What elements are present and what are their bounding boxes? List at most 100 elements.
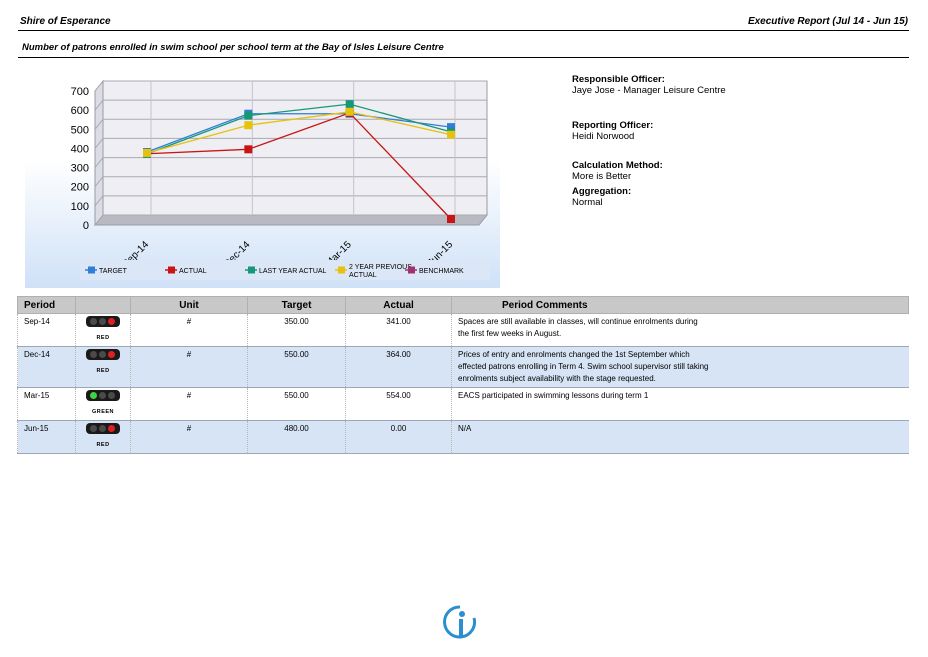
- data-point: [345, 100, 354, 109]
- table-header-row: Period Unit Target Actual Period Comment…: [17, 296, 909, 314]
- comments-cell: N/A: [451, 420, 909, 454]
- data-point: [143, 148, 151, 157]
- report-title: Executive Report (Jul 14 - Jun 15): [747, 16, 908, 27]
- traffic-light-icon: [86, 349, 120, 360]
- header-rule: [18, 30, 909, 31]
- col-target: Target: [247, 296, 346, 314]
- table-row: Dec-14 RED #550.00 364.00 Prices of entry an…: [17, 346, 909, 388]
- y-gridline-depth: [94, 80, 104, 92]
- y-tick-label: 500: [71, 124, 89, 136]
- data-point: [244, 145, 253, 154]
- y-tick-label: 0: [83, 220, 89, 232]
- legend-marker: [248, 266, 255, 274]
- data-point: [447, 215, 455, 223]
- y-tick-label: 100: [71, 201, 89, 213]
- period-cell: Dec-14: [17, 346, 76, 388]
- plot-left-wall: [94, 79, 104, 227]
- calculation-method-label: Calculation Method:: [572, 160, 663, 171]
- responsible-officer-block: Responsible Officer: Jaye Jose - Manager…: [572, 74, 726, 96]
- unit-cell: #: [130, 420, 248, 454]
- y-gridline-depth: [94, 99, 104, 111]
- status-cell: RED: [75, 346, 131, 388]
- col-actual: Actual: [345, 296, 452, 314]
- legend-label: ACTUAL: [179, 268, 207, 275]
- legend-marker: [338, 266, 345, 274]
- comments-cell: Prices of entry and enrolments changed t…: [451, 346, 909, 388]
- unit-cell: #: [130, 387, 248, 421]
- col-comments: Period Comments: [451, 296, 909, 314]
- series-line: [146, 103, 452, 155]
- legend-marker: [88, 266, 95, 274]
- y-gridline-depth: [94, 157, 104, 168]
- col-unit: Unit: [130, 296, 248, 314]
- calculation-method-block: Calculation Method: More is Better: [572, 160, 663, 182]
- actual-cell: 364.00: [345, 346, 452, 388]
- series-line: [146, 113, 452, 153]
- status-cell: GREEN: [75, 387, 131, 421]
- status-label: RED: [96, 335, 110, 341]
- comments-cell: EACS participated in swimming lessons du…: [451, 387, 909, 421]
- actual-cell: 341.00: [345, 313, 452, 347]
- responsible-officer-label: Responsible Officer:: [572, 74, 665, 85]
- responsible-officer-value: Jaye Jose - Manager Leisure Centre: [572, 85, 726, 96]
- period-table: Period Unit Target Actual Period Comment…: [17, 296, 909, 454]
- status-label: RED: [96, 442, 110, 448]
- unit-cell: #: [130, 346, 248, 388]
- target-cell: 550.00: [247, 387, 346, 421]
- series-line: [146, 111, 452, 154]
- y-tick-label: 400: [71, 143, 89, 155]
- comments-cell: Spaces are still available in classes, w…: [451, 313, 909, 347]
- y-gridline-depth: [94, 214, 104, 226]
- aggregation-value: Normal: [572, 197, 603, 208]
- legend-label: TARGET: [99, 268, 128, 275]
- legend-label: 2 YEAR PREVIOUS ACTUAL: [349, 264, 412, 279]
- data-point: [244, 121, 253, 130]
- logo-icon: [443, 605, 477, 639]
- reporting-officer-label: Reporting Officer:: [572, 120, 654, 131]
- data-point: [345, 107, 354, 116]
- legend-label: LAST YEAR ACTUAL: [259, 268, 327, 275]
- period-cell: Jun-15: [17, 420, 76, 454]
- legend-label: BENCHMARK: [419, 268, 464, 275]
- actual-cell: 0.00: [345, 420, 452, 454]
- chart-panel: 0 100 200 300 400 500 600 700 Sep-14 Dec-14 Mar-15…: [25, 73, 500, 288]
- data-point: [244, 111, 253, 120]
- series-line: [146, 112, 452, 220]
- aggregation-label: Aggregation:: [572, 186, 632, 197]
- plot-floor: [93, 214, 489, 226]
- reporting-officer-value: Heidi Norwood: [572, 131, 635, 142]
- actual-cell: 554.00: [345, 387, 452, 421]
- y-tick-label: 300: [71, 163, 89, 175]
- period-cell: Sep-14: [17, 313, 76, 347]
- data-point: [447, 123, 455, 132]
- legend-marker: [408, 266, 415, 274]
- status-label: RED: [96, 368, 110, 374]
- table-row: Mar-15 GREEN #550.00 554.00 EACS participate…: [17, 387, 909, 421]
- traffic-light-icon: [86, 423, 120, 434]
- reporting-officer-block: Reporting Officer: Heidi Norwood: [572, 120, 653, 142]
- target-cell: 550.00: [247, 346, 346, 388]
- legend-area: [80, 260, 490, 280]
- traffic-light-icon: [86, 390, 120, 401]
- y-tick-label: 200: [71, 182, 89, 194]
- y-tick-label: 600: [71, 105, 89, 117]
- target-cell: 480.00: [247, 420, 346, 454]
- measure-title: Number of patrons enrolled in swim schoo…: [22, 42, 444, 53]
- org-name: Shire of Esperance: [20, 16, 111, 27]
- y-gridline-depth: [94, 176, 104, 188]
- title-rule: [18, 57, 909, 58]
- plot-area: [102, 80, 488, 216]
- data-point: [447, 130, 455, 139]
- period-cell: Mar-15: [17, 387, 76, 421]
- status-cell: RED: [75, 313, 131, 347]
- col-period: Period: [17, 296, 76, 314]
- table-row: Jun-15 RED #480.00 0.00 N/A: [17, 420, 909, 454]
- y-gridline-depth: [94, 195, 104, 207]
- y-tick-label: 700: [71, 86, 89, 98]
- calculation-method-value: More is Better: [572, 171, 632, 182]
- y-gridline-depth: [94, 138, 104, 149]
- aggregation-block: Aggregation: Normal: [572, 186, 631, 208]
- col-status: [75, 296, 131, 314]
- table-row: Sep-14 RED #350.00 341.00 Spaces are still a…: [17, 313, 909, 347]
